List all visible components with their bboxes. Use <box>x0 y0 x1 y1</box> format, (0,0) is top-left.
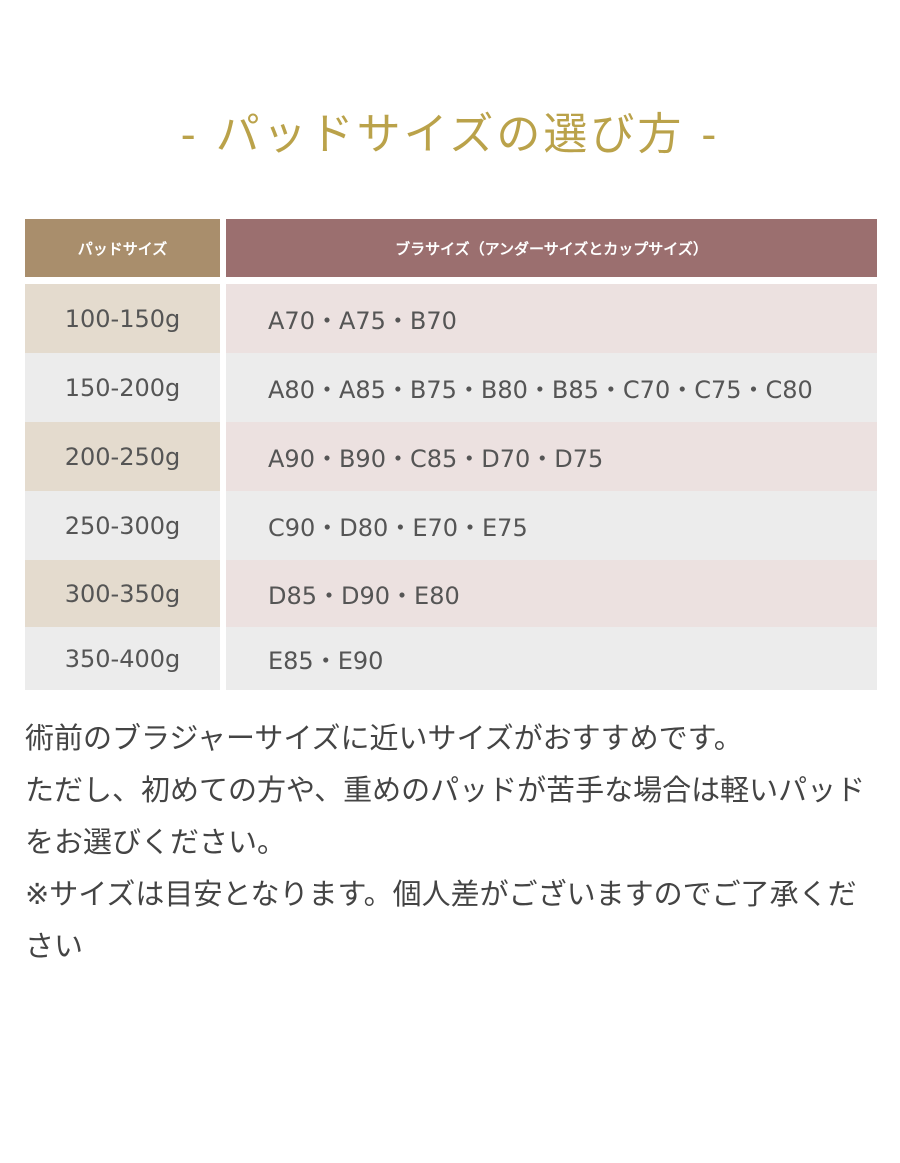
pad-size-cell: 250-300g <box>25 491 220 560</box>
table-row: 150-200g A80・A85・B75・B80・B85・C70・C75・C80 <box>25 353 877 422</box>
note-text: ※サイズは目安となります。個人差がございますのでご了承ください <box>25 877 857 963</box>
table-row: 350-400g E85・E90 <box>25 627 877 690</box>
bra-size-cell: E85・E90 <box>226 627 877 690</box>
bra-size-cell: D85・D90・E80 <box>226 560 877 627</box>
pad-size-cell: 100-150g <box>25 284 220 353</box>
table-row: 200-250g A90・B90・C85・D70・D75 <box>25 422 877 491</box>
table-row: 250-300g C90・D80・E70・E75 <box>25 491 877 560</box>
page-title: - パッドサイズの選び方 - <box>180 109 720 160</box>
table-header: パッドサイズ ブラサイズ（アンダーサイズとカップサイズ） <box>25 219 877 277</box>
note-text: ただし、初めての方や、重めのパッドが苦手な場合は軽いパッドをお選びください。 <box>25 773 866 859</box>
size-table: パッドサイズ ブラサイズ（アンダーサイズとカップサイズ） 100-150g A70… <box>25 219 877 690</box>
bra-size-cell: A90・B90・C85・D70・D75 <box>226 422 877 491</box>
notes: 術前のブラジャーサイズに近いサイズがおすすめです。ただし、初めての方や、重めのパ… <box>25 712 875 972</box>
bra-size-cell: A70・A75・B70 <box>226 284 877 353</box>
pad-size-cell: 150-200g <box>25 353 220 422</box>
pad-size-cell: 300-350g <box>25 560 220 627</box>
pad-size-cell: 200-250g <box>25 422 220 491</box>
bra-size-cell: A80・A85・B75・B80・B85・C70・C75・C80 <box>226 353 877 422</box>
table-row: 100-150g A70・A75・B70 <box>25 284 877 353</box>
note-text: 術前のブラジャーサイズに近いサイズがおすすめです。 <box>25 721 743 755</box>
bra-size-cell: C90・D80・E70・E75 <box>226 491 877 560</box>
header-cell: パッドサイズ <box>25 219 220 277</box>
table-row: 300-350g D85・D90・E80 <box>25 560 877 627</box>
pad-size-cell: 350-400g <box>25 627 220 690</box>
header-cell: ブラサイズ（アンダーサイズとカップサイズ） <box>226 219 877 277</box>
